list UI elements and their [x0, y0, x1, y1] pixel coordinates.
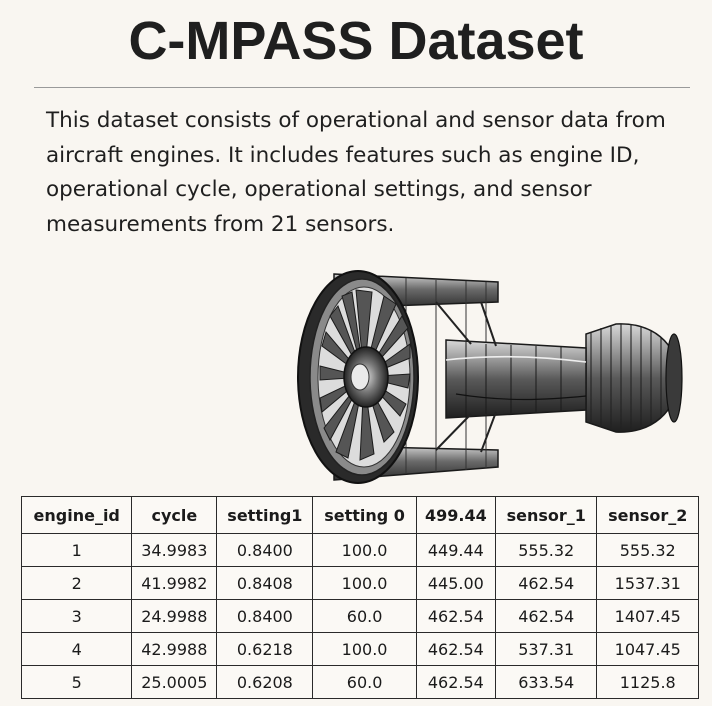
table-cell: 462.54 — [415, 632, 496, 666]
table-cell: 537.31 — [494, 632, 598, 666]
table-cell: 449.44 — [415, 533, 496, 567]
table-cell: 34.9983 — [131, 533, 218, 567]
title-divider — [34, 87, 690, 88]
table-cell: 1047.45 — [596, 632, 699, 666]
table-cell: 100.0 — [312, 632, 417, 666]
table-cell: 0.8400 — [216, 533, 314, 567]
table-cell: 1537.31 — [596, 566, 699, 600]
column-header: sensor_1 — [494, 496, 598, 534]
table-cell: 462.54 — [415, 599, 496, 633]
table-row: 4 42.9988 0.6218 100.0 462.54 537.31 104… — [20, 632, 699, 666]
table-cell: 3 — [20, 599, 133, 633]
table-cell: 445.00 — [415, 566, 496, 600]
table-cell: 1407.45 — [596, 599, 699, 633]
table-cell: 462.54 — [415, 665, 496, 699]
table-cell: 60.0 — [312, 599, 417, 633]
table-cell: 555.32 — [494, 533, 598, 567]
table-row: 5 25.0005 0.6208 60.0 462.54 633.54 1125… — [20, 665, 699, 699]
table-cell: 42.9988 — [131, 632, 218, 666]
table-header-row: engine_id cycle setting1 setting 0 499.4… — [20, 496, 699, 534]
column-header: sensor_2 — [596, 496, 699, 534]
table-cell: 0.8408 — [216, 566, 314, 600]
column-header: 499.44 — [415, 496, 496, 534]
table-cell: 1125.8 — [596, 665, 699, 699]
table-cell: 25.0005 — [131, 665, 218, 699]
table-row: 2 41.9982 0.8408 100.0 445.00 462.54 153… — [20, 566, 699, 600]
engine-data-table: engine_id cycle setting1 setting 0 499.4… — [20, 496, 699, 699]
table-cell: 0.8400 — [216, 599, 314, 633]
table-cell: 462.54 — [494, 566, 598, 600]
table-cell: 633.54 — [494, 665, 598, 699]
table-cell: 60.0 — [312, 665, 417, 699]
column-header: cycle — [131, 496, 218, 534]
table-cell: 0.6218 — [216, 632, 314, 666]
column-header: setting 0 — [312, 496, 417, 534]
table-row: 3 24.9988 0.8400 60.0 462.54 462.54 1407… — [20, 599, 699, 633]
column-header: setting1 — [216, 496, 314, 534]
table-cell: 100.0 — [312, 566, 417, 600]
table-cell: 100.0 — [312, 533, 417, 567]
dataset-description: This dataset consists of operational and… — [46, 108, 666, 237]
table-cell: 24.9988 — [131, 599, 218, 633]
table-cell: 555.32 — [596, 533, 699, 567]
page-title: C-MPASS Dataset — [128, 11, 584, 71]
table-cell: 462.54 — [494, 599, 598, 633]
table-row: 1 34.9983 0.8400 100.0 449.44 555.32 555… — [20, 533, 699, 567]
table-cell: 2 — [20, 566, 133, 600]
jet-engine-illustration — [297, 270, 683, 484]
column-header: engine_id — [20, 496, 133, 534]
table-cell: 5 — [20, 665, 133, 699]
table-cell: 41.9982 — [131, 566, 218, 600]
table-cell: 1 — [20, 533, 133, 567]
table-cell: 0.6208 — [216, 665, 314, 699]
table-cell: 4 — [20, 632, 133, 666]
